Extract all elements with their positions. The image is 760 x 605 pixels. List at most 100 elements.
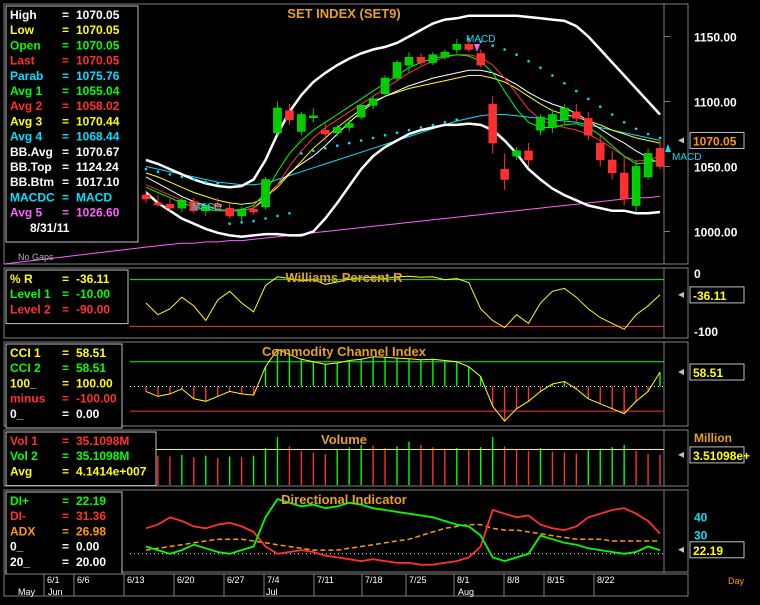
legend-equals: = [62,449,69,463]
legend-label: DI+ [10,494,29,508]
x-day-label: 7/4 [267,575,280,585]
y-tick-label: 30 [694,529,708,543]
legend-box-0 [5,5,139,243]
macd-arrow-up [665,144,671,152]
parab-dot [240,221,243,224]
legend-value: 1026.60 [76,206,120,220]
x-day-label: 8/22 [597,575,615,585]
parab-dot [192,178,196,181]
parab-dot [634,127,638,131]
parab-dot [216,182,220,185]
candle-body [500,168,509,180]
last-value-badge-box-2 [689,363,745,381]
legend-equals: = [62,206,69,220]
legend-label: CCI 1 [10,346,41,360]
candle-body [548,114,557,128]
legend-label: Low [10,23,35,37]
panel-frame-0 [3,3,689,265]
parab-dot [276,214,279,218]
candle-body [476,53,485,66]
legend-box-1 [5,269,129,325]
parab-dot [359,139,363,142]
legend-label: Vol 1 [10,434,38,448]
candle-body [380,77,390,94]
parab-dot [252,219,255,223]
legend-value: 1070.05 [76,54,120,68]
candle-body [404,57,414,66]
legend-value: 1068.44 [76,130,120,144]
legend-equals: = [62,145,69,159]
candle-body [524,150,533,161]
candle-body [261,179,270,208]
x-day-label: 8/8 [507,575,520,585]
legend-value: 58.51 [76,361,106,375]
last-value-pointer-3 [678,451,684,458]
x-unit-label: Day [728,576,745,586]
legend-value: 1124.24 [76,160,119,174]
macd-arrow-down [474,44,480,52]
candle-body [356,105,366,118]
legend-equals: = [62,38,69,52]
legend-equals: = [62,160,69,174]
parab-dot [371,136,375,140]
legend-value: 1070.05 [76,38,120,52]
di-minus-line [145,507,661,566]
parab-dot [383,134,387,137]
parab-dot [479,40,483,43]
legend-label: minus [10,392,46,406]
x-day-label: 8/15 [547,575,565,585]
legend-box-3 [5,431,157,487]
candle-body [512,150,521,157]
legend-label: Open [10,38,41,52]
legend-equals: = [62,509,69,523]
macd-marker: MACD [192,202,221,213]
candle-body [464,44,473,50]
legend-box-2 [5,343,123,429]
legend-equals: = [62,54,69,68]
legend-label: BB.Top [10,160,52,174]
parab-dot [335,144,339,147]
panel-frame-2 [3,341,689,427]
legend-label: Avg 5 [10,206,43,220]
parab-dot [610,113,614,116]
williams-r-line [145,275,661,330]
legend-equals: = [62,555,69,569]
panel-title-2: Commodity Channel Index [262,344,427,359]
legend-label: 100_ [10,376,37,390]
candle-body [321,129,330,135]
legend-value: 100.00 [76,376,113,390]
legend-equals: = [62,114,69,128]
last-value-badge-box-0 [689,131,745,149]
legend-value: 35.1098M [76,434,129,448]
legend-box-4 [5,491,123,577]
candle-body [273,107,282,133]
adx-line [145,523,660,551]
candle-body [643,153,653,178]
parab-dot [144,167,148,171]
legend-equals: = [62,540,69,554]
legend-value: 1070.05 [76,8,120,22]
legend-label: Vol 2 [10,449,38,463]
legend-label: Avg 1 [10,84,43,98]
candle-body [428,54,438,63]
candle-body [213,203,222,208]
parab-dot [598,105,602,108]
legend-equals: = [62,346,69,360]
candle-body [141,194,151,200]
parab-dot [264,217,267,220]
panel-title-4: Directional Indicator [281,492,407,507]
legend-label: Avg 4 [10,130,43,144]
legend-value: 1075.76 [76,69,120,83]
candle-body [607,159,617,174]
legend-value: -10.00 [76,287,110,301]
candle-body [368,98,378,106]
legend-value: MACD [76,190,112,204]
legend-label: Level 1 [10,287,51,301]
x-day-label: 6/1 [47,575,60,585]
candle-body [201,205,210,211]
legend-equals: = [62,23,69,37]
parab-dot [180,175,184,179]
legend-value: 35.1098M [76,449,129,463]
candle-body [249,209,258,213]
